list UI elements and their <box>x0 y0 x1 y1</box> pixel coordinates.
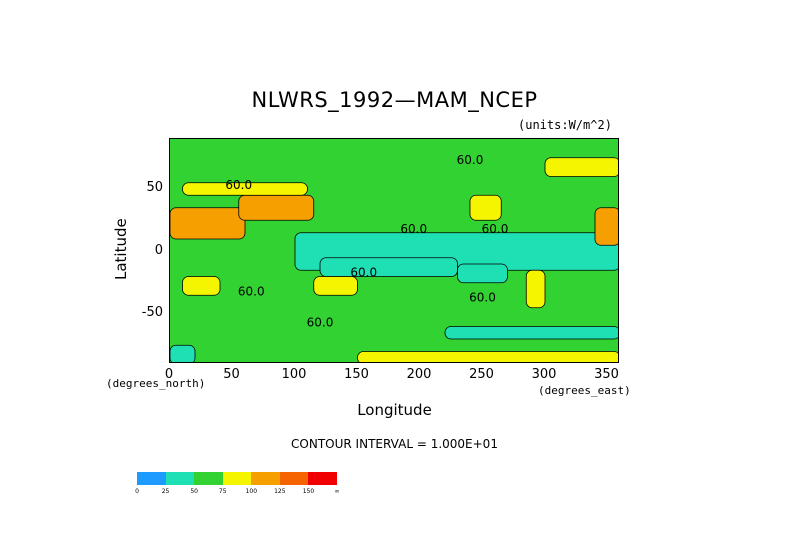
contour-label: 60.0 <box>238 284 265 298</box>
y-tick-label: 0 <box>154 242 163 258</box>
heatmap-region <box>457 263 508 284</box>
y-tick-label: 50 <box>146 180 163 195</box>
y-axis-title: Latitude <box>112 218 130 280</box>
heatmap-region <box>170 344 196 362</box>
heatmap-region <box>170 207 246 240</box>
x-tick-label: 0 <box>164 367 174 382</box>
chart-title: NLWRS_1992—MAM_NCEP <box>251 88 538 112</box>
x-tick-label: 150 <box>344 367 369 382</box>
heatmap-region <box>444 326 618 340</box>
x-tick-label: 100 <box>281 367 307 382</box>
colorbar-swatch <box>251 472 280 485</box>
contour-label: 60.0 <box>400 222 427 236</box>
colorbar-label: 50 <box>190 488 198 495</box>
plot-area: 60.0 60.0 60.0 60.0 60.0 60.0 60.0 60.0 <box>169 138 619 363</box>
heatmap-region <box>594 207 618 246</box>
units-label: (units:W/m^2) <box>518 118 612 132</box>
colorbar-label: 25 <box>161 488 170 495</box>
heatmap-svg: 60.0 60.0 60.0 60.0 60.0 60.0 60.0 60.0 <box>170 139 618 362</box>
colorbar-label: 0 <box>135 488 139 495</box>
contour-label: 60.0 <box>350 266 377 280</box>
heatmap-region <box>319 257 458 277</box>
heatmap-region <box>313 276 358 296</box>
colorbar-label: ∞ <box>334 488 340 495</box>
heatmap-region <box>182 276 221 296</box>
contour-label: 60.0 <box>225 178 252 192</box>
colorbar-label: 75 <box>218 488 227 495</box>
colorbar-label: 150 <box>302 488 315 495</box>
heatmap-region <box>357 351 618 362</box>
colorbar-swatch <box>194 472 223 485</box>
colorbar-swatch <box>222 472 252 485</box>
heatmap-region <box>544 157 618 177</box>
contour-label: 60.0 <box>457 153 484 167</box>
heatmap-region <box>182 182 308 196</box>
x-tick-label: 250 <box>469 367 494 382</box>
colorbar-swatch <box>279 472 309 485</box>
contour-label: 60.0 <box>469 291 496 305</box>
colorbar-swatch <box>308 472 338 485</box>
y-tick-label: -50 <box>141 305 163 320</box>
contour-interval-note: CONTOUR INTERVAL = 1.000E+01 <box>291 437 498 451</box>
x-tick-label: 50 <box>223 367 240 382</box>
x-tick-label: 200 <box>406 367 432 382</box>
heatmap-region <box>238 194 315 221</box>
colorbar-label: 100 <box>245 488 258 495</box>
y-unit-note: (degrees_north) <box>106 377 206 390</box>
colorbar <box>137 472 338 485</box>
contour-label: 60.0 <box>307 316 334 330</box>
colorbar-swatch <box>137 472 166 485</box>
x-axis-title: Longitude <box>357 401 432 419</box>
heatmap-region <box>525 269 546 309</box>
x-tick-label: 300 <box>531 367 557 382</box>
x-unit-note: (degrees_east) <box>538 384 631 397</box>
heatmap-region <box>469 194 502 221</box>
colorbar-label: 125 <box>274 488 286 495</box>
contour-label: 60.0 <box>482 222 509 236</box>
colorbar-swatch <box>165 472 195 485</box>
x-tick-label: 350 <box>594 367 619 382</box>
